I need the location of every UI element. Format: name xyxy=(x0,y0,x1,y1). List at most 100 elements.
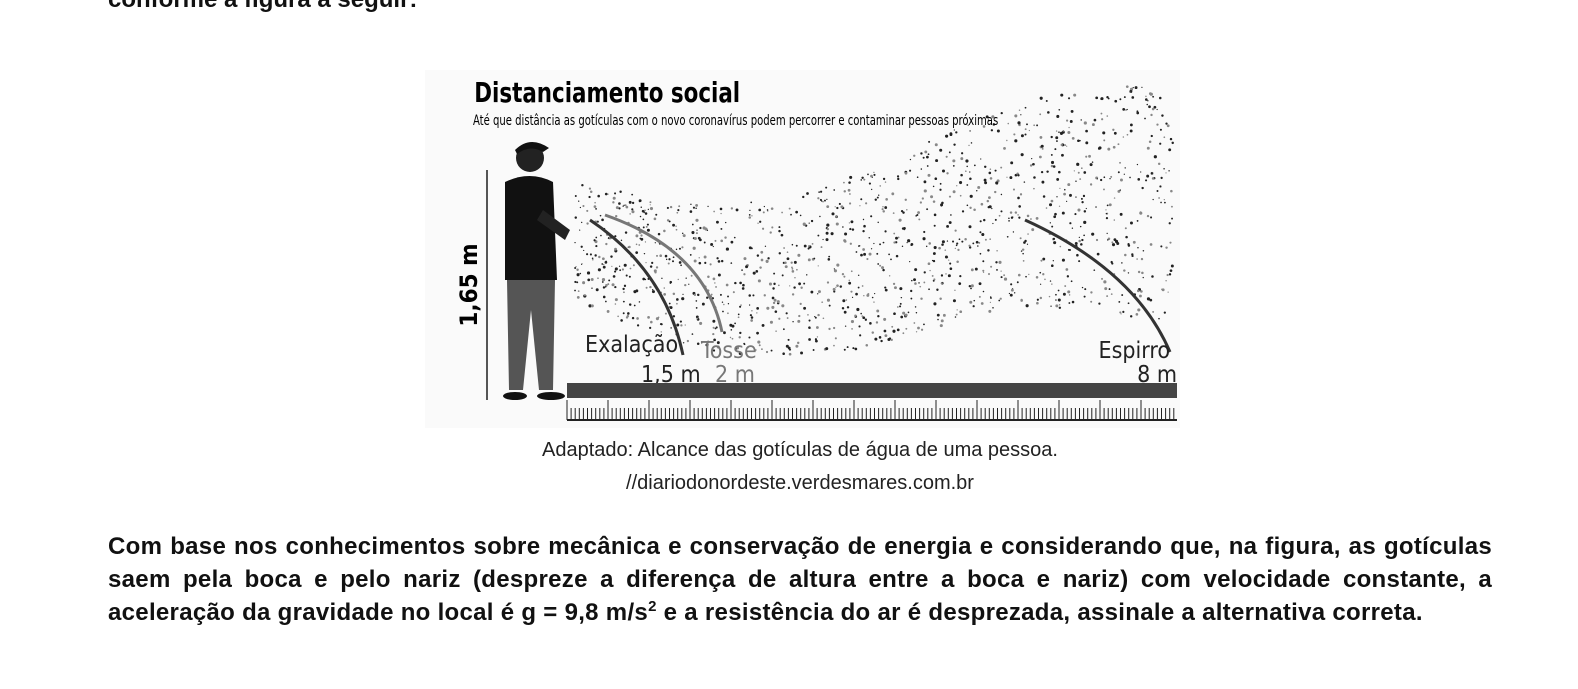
droplet xyxy=(628,245,631,249)
droplet xyxy=(712,349,716,352)
droplet xyxy=(642,277,646,281)
droplet xyxy=(867,173,869,176)
droplet xyxy=(678,247,681,250)
droplet xyxy=(675,248,678,251)
droplet xyxy=(891,325,894,328)
ruler xyxy=(566,400,1177,421)
droplet xyxy=(643,253,646,255)
droplet xyxy=(1158,197,1160,199)
droplet xyxy=(745,265,749,269)
droplet xyxy=(668,302,671,305)
droplet xyxy=(959,181,963,185)
droplet xyxy=(936,313,940,317)
droplet xyxy=(796,341,800,345)
droplet xyxy=(984,165,987,169)
droplet xyxy=(906,241,908,244)
exhalation-label: Exalação xyxy=(585,332,678,358)
droplet xyxy=(688,283,690,285)
droplet xyxy=(1111,243,1116,247)
droplet xyxy=(862,218,865,221)
droplet xyxy=(778,252,781,255)
figure-subtitle: Até que distância as gotículas com o nov… xyxy=(473,112,998,129)
droplet xyxy=(605,242,608,246)
droplet xyxy=(1024,106,1027,109)
droplet xyxy=(574,195,577,198)
droplet xyxy=(882,210,885,213)
droplet xyxy=(790,261,793,264)
droplet xyxy=(954,229,957,232)
droplet xyxy=(1000,111,1003,115)
droplet xyxy=(970,284,974,288)
droplet xyxy=(934,143,938,147)
droplet xyxy=(1071,300,1075,304)
droplet xyxy=(877,263,880,265)
droplet xyxy=(576,273,580,277)
droplet xyxy=(645,262,647,264)
droplet xyxy=(735,348,737,350)
droplet xyxy=(844,232,848,236)
droplet xyxy=(1106,232,1108,235)
droplet xyxy=(695,218,699,222)
droplet xyxy=(720,212,722,215)
droplet xyxy=(928,140,931,143)
droplet xyxy=(761,227,765,230)
droplet xyxy=(1135,313,1139,316)
droplet xyxy=(651,290,655,294)
droplet xyxy=(693,259,697,263)
droplet xyxy=(840,205,844,209)
droplet xyxy=(762,211,765,214)
droplet xyxy=(760,258,764,262)
droplet xyxy=(663,287,666,289)
droplet xyxy=(998,214,1001,217)
droplet xyxy=(836,284,839,287)
droplet xyxy=(655,213,658,216)
droplet xyxy=(1063,192,1066,196)
droplet xyxy=(1022,252,1024,255)
droplet xyxy=(1041,147,1044,150)
droplet xyxy=(1129,123,1133,127)
droplet xyxy=(833,189,836,191)
droplet xyxy=(815,326,819,329)
droplet xyxy=(680,264,682,267)
droplet xyxy=(913,322,916,324)
droplet xyxy=(1091,232,1095,236)
droplet xyxy=(1085,129,1088,133)
droplet xyxy=(1119,212,1123,216)
droplet xyxy=(771,226,774,229)
droplet xyxy=(1013,292,1016,294)
droplet xyxy=(760,250,764,254)
droplet xyxy=(712,245,714,248)
droplet xyxy=(989,168,992,170)
droplet xyxy=(791,293,795,296)
droplet xyxy=(741,287,745,290)
droplet xyxy=(956,309,958,311)
droplet xyxy=(950,214,952,216)
droplet xyxy=(803,306,807,310)
droplet xyxy=(1026,243,1029,245)
droplet xyxy=(628,275,631,278)
droplet xyxy=(987,272,991,276)
droplet xyxy=(1163,167,1165,170)
droplet xyxy=(868,252,872,256)
droplet xyxy=(990,265,993,268)
droplet xyxy=(940,282,943,285)
droplet xyxy=(725,221,727,224)
droplet xyxy=(972,305,975,308)
droplet xyxy=(902,332,905,335)
droplet xyxy=(1059,245,1062,248)
droplet xyxy=(705,343,708,347)
droplet xyxy=(900,315,904,319)
droplet xyxy=(1055,136,1059,140)
droplet xyxy=(635,234,639,238)
droplet xyxy=(1054,148,1057,151)
droplet xyxy=(649,201,652,204)
droplet xyxy=(761,323,765,327)
droplet xyxy=(996,249,998,252)
droplet xyxy=(806,192,809,195)
droplet xyxy=(1158,317,1160,320)
droplet xyxy=(843,239,846,242)
droplet xyxy=(699,226,702,230)
droplet xyxy=(1100,112,1103,115)
droplet xyxy=(731,337,734,340)
droplet xyxy=(848,181,851,184)
